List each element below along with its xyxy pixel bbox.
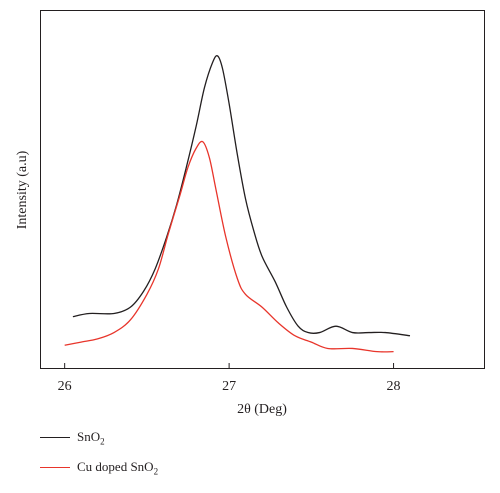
x-tick-label: 27 — [222, 379, 236, 394]
legend-label-subscript: 2 — [100, 436, 105, 447]
legend-label-base: Cu doped SnO — [77, 459, 154, 474]
series-line-cu-doped-sno2 — [64, 140, 394, 353]
legend-label-base: SnO — [77, 429, 101, 444]
x-tick-label: 26 — [58, 379, 72, 394]
series-line-sno2 — [72, 55, 411, 337]
x-axis-label: 2θ (Deg) — [237, 402, 287, 417]
legend-swatch-cu-doped-sno2 — [40, 467, 70, 468]
legend-label-cu-doped-sno2: Cu doped SnO2 — [77, 458, 158, 476]
legend-label-subscript: 2 — [153, 466, 159, 477]
series-group — [64, 55, 411, 353]
x-ticks: 26 27 28 — [58, 363, 401, 394]
x-tick-label: 28 — [387, 379, 401, 394]
legend-swatch-sno2 — [40, 437, 70, 438]
xrd-chart: 26 27 28 2θ (Deg) Intensity (a.u) — [15, 10, 485, 417]
plot-frame — [40, 10, 485, 369]
y-axis-label: Intensity (a.u) — [15, 150, 30, 229]
legend-label-sno2: SnO2 — [77, 428, 105, 446]
